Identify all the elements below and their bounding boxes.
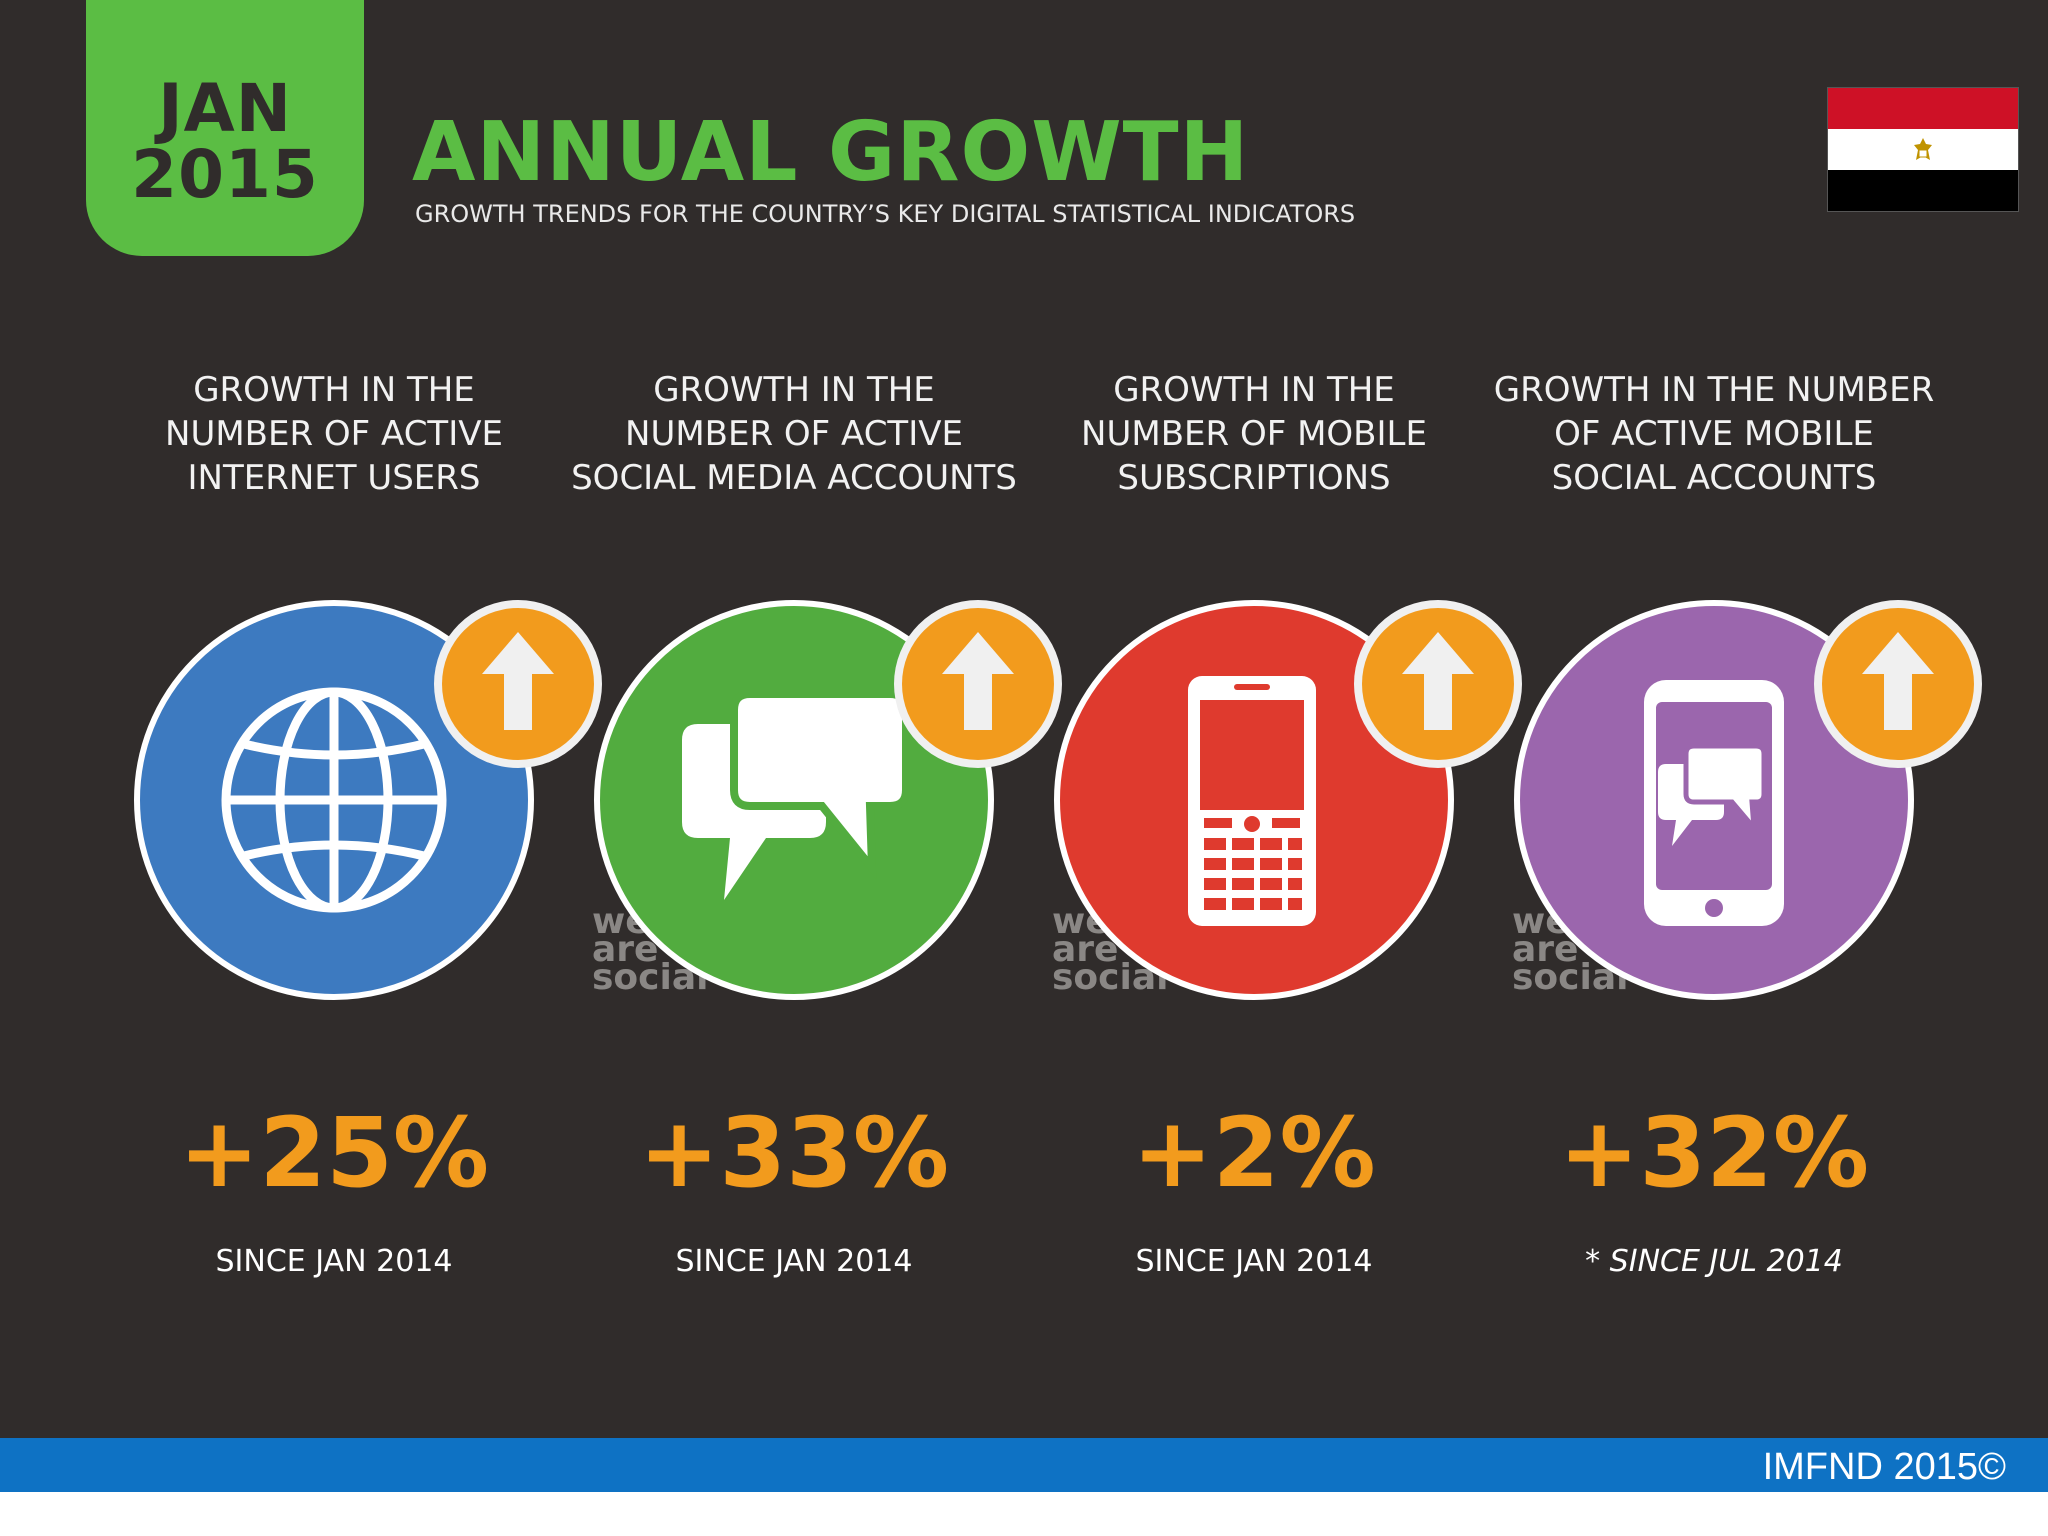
metric-since: SINCE JAN 2014 <box>215 1244 453 1279</box>
watermark-line: are <box>592 929 659 970</box>
metric-mobile-subscriptions: GROWTH IN THE NUMBER OF MOBILE SUBSCRIPT… <box>1024 0 1628 1380</box>
metric-heading: GROWTH IN THE NUMBER OF ACTIVE MOBILE SO… <box>1484 368 1944 500</box>
metric-circle <box>594 600 994 1000</box>
footer-copyright: IMFND 2015© <box>1762 1446 2006 1488</box>
metric-circle <box>1054 600 1454 1000</box>
metric-heading-line: GROWTH IN THE <box>1113 370 1395 410</box>
flag-red-stripe <box>1828 88 2018 129</box>
metric-since: SINCE JAN 2014 <box>675 1244 913 1279</box>
metric-heading-line: NUMBER OF MOBILE <box>1081 414 1427 454</box>
watermark-line: are <box>1052 929 1119 970</box>
we-are-social-watermark: we are social <box>1512 904 1628 996</box>
metric-heading-line: SOCIAL ACCOUNTS <box>1551 458 1877 498</box>
metric-heading-line: GROWTH IN THE NUMBER <box>1493 370 1935 410</box>
metric-heading-line: SOCIAL MEDIA ACCOUNTS <box>571 458 1017 498</box>
metric-heading-line: GROWTH IN THE <box>193 370 475 410</box>
metric-value: +33% <box>638 1097 950 1209</box>
metric-heading-line: OF ACTIVE MOBILE <box>1554 414 1874 454</box>
eagle-emblem-icon <box>1914 138 1932 160</box>
flag-black-stripe <box>1828 170 2018 211</box>
metric-heading: GROWTH IN THE NUMBER OF ACTIVE SOCIAL ME… <box>564 368 1024 500</box>
date-tab: JAN 2015 <box>86 0 364 256</box>
smartphone-chat-icon <box>1644 680 1784 926</box>
slide: JAN 2015 ANNUAL GROWTH GROWTH TRENDS FOR… <box>0 0 2048 1438</box>
metric-mobile-social-accounts: GROWTH IN THE NUMBER OF ACTIVE MOBILE SO… <box>1484 0 1982 1380</box>
date-year: 2015 <box>131 136 319 213</box>
up-arrow-icon <box>942 632 1014 730</box>
metric-heading-line: NUMBER OF ACTIVE <box>165 414 503 454</box>
footer-bar: IMFND 2015© <box>0 1438 2048 1492</box>
metric-since: SINCE JAN 2014 <box>1135 1244 1373 1279</box>
up-arrow-icon <box>482 632 554 730</box>
metric-heading-line: INTERNET USERS <box>187 458 481 498</box>
metric-heading: GROWTH IN THE NUMBER OF MOBILE SUBSCRIPT… <box>1024 368 1484 500</box>
we-are-social-watermark: we are social <box>1052 904 1168 996</box>
metric-heading-line: SUBSCRIPTIONS <box>1117 458 1391 498</box>
metric-value: +2% <box>1132 1097 1376 1209</box>
page-subtitle: GROWTH TRENDS FOR THE COUNTRY’S KEY DIGI… <box>415 200 1356 228</box>
globe-icon <box>221 687 447 913</box>
growth-badge <box>1814 600 1982 768</box>
metric-heading-line: GROWTH IN THE <box>653 370 935 410</box>
mobile-phone-icon <box>1188 676 1316 926</box>
watermark-line: are <box>1512 929 1579 970</box>
growth-badge <box>894 600 1062 768</box>
growth-badge <box>1354 600 1522 768</box>
growth-badge <box>434 600 602 768</box>
date-month: JAN <box>158 70 292 147</box>
metric-value: +32% <box>1558 1097 1870 1209</box>
metric-social-accounts: GROWTH IN THE NUMBER OF ACTIVE SOCIAL ME… <box>564 0 1168 1380</box>
metric-internet-users: GROWTH IN THE NUMBER OF ACTIVE INTERNET … <box>104 0 708 1380</box>
page-title: ANNUAL GROWTH <box>412 105 1250 200</box>
metric-heading-line: NUMBER OF ACTIVE <box>625 414 963 454</box>
up-arrow-icon <box>1862 632 1934 730</box>
egypt-flag-icon <box>1828 88 2018 211</box>
metric-circle <box>1514 600 1914 1000</box>
metric-value: +25% <box>178 1097 490 1209</box>
up-arrow-icon <box>1402 632 1474 730</box>
metric-since: * SINCE JUL 2014 <box>1585 1244 1843 1279</box>
metric-heading: GROWTH IN THE NUMBER OF ACTIVE INTERNET … <box>104 368 564 500</box>
